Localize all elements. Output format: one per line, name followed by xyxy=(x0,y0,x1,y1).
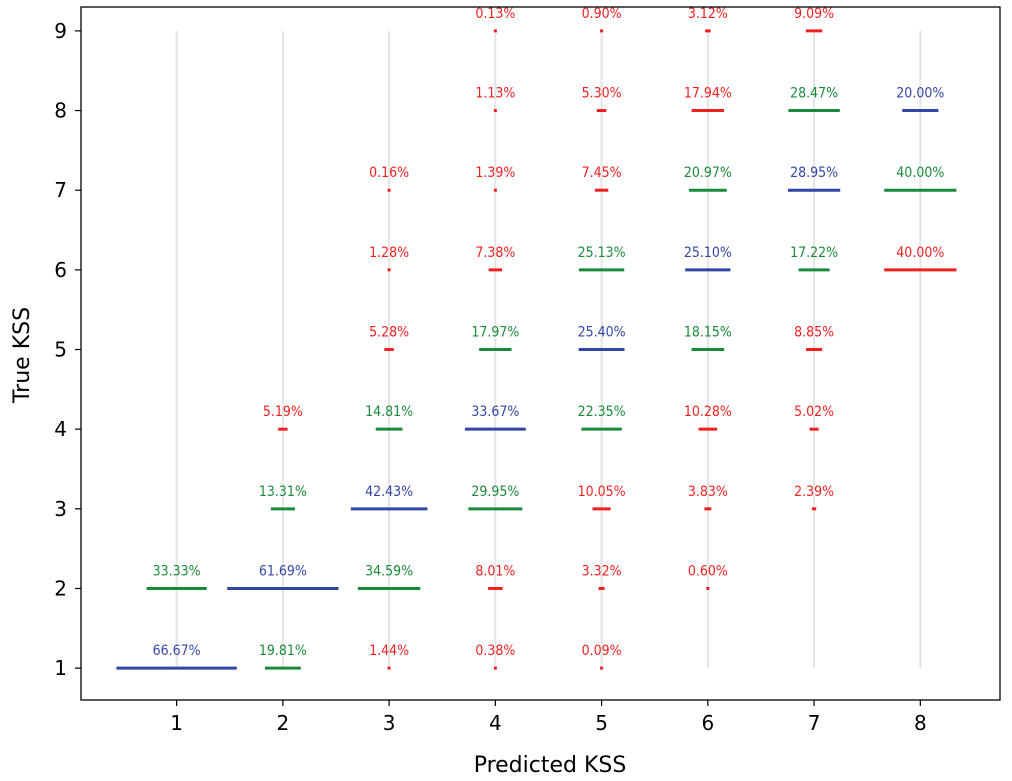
x-tick-label-8: 8 xyxy=(914,711,927,735)
y-axis-title: True KSS xyxy=(10,307,35,404)
plot-frame xyxy=(80,6,1001,701)
label-pred4-true8: 1.13% xyxy=(475,86,515,102)
label-pred4-true7: 1.39% xyxy=(475,165,515,181)
label-pred6-true5: 18.15% xyxy=(684,325,732,341)
label-pred7-true6: 17.22% xyxy=(790,245,838,261)
label-pred2-true3: 13.31% xyxy=(259,484,307,500)
bars xyxy=(116,29,957,670)
x-tick-label-7: 7 xyxy=(808,711,821,735)
label-pred3-true6: 1.28% xyxy=(369,245,409,261)
y-tick-label-4: 4 xyxy=(54,417,67,441)
label-pred6-true8: 17.94% xyxy=(684,86,732,102)
label-pred5-true4: 22.35% xyxy=(578,404,626,420)
label-pred1-true2: 33.33% xyxy=(153,563,201,579)
x-tick-label-3: 3 xyxy=(383,711,396,735)
label-pred8-true7: 40.00% xyxy=(896,165,944,181)
y-tick-label-2: 2 xyxy=(54,576,67,600)
y-tick-label-6: 6 xyxy=(54,258,67,282)
x-tick-label-6: 6 xyxy=(701,711,714,735)
y-tick-label-3: 3 xyxy=(54,497,67,521)
y-tick-label-7: 7 xyxy=(54,178,67,202)
label-pred6-true3: 3.83% xyxy=(688,484,728,500)
label-pred7-true4: 5.02% xyxy=(794,404,834,420)
x-tick-label-4: 4 xyxy=(489,711,502,735)
label-pred7-true7: 28.95% xyxy=(790,165,838,181)
x-axis: 1 2 3 4 5 6 7 8 xyxy=(170,700,927,735)
label-pred4-true6: 7.38% xyxy=(475,245,515,261)
label-pred8-true6: 40.00% xyxy=(896,245,944,261)
label-pred4-true4: 33.67% xyxy=(471,404,519,420)
label-pred4-true5: 17.97% xyxy=(471,325,519,341)
x-axis-title: Predicted KSS xyxy=(474,753,627,778)
y-tick-label-1: 1 xyxy=(54,656,67,680)
label-pred5-true5: 25.40% xyxy=(578,325,626,341)
label-pred4-true9: 0.13% xyxy=(475,6,515,22)
label-pred6-true2: 0.60% xyxy=(688,563,728,579)
label-pred4-true1: 0.38% xyxy=(475,643,515,659)
label-pred6-true9: 3.12% xyxy=(688,6,728,22)
label-pred7-true3: 2.39% xyxy=(794,484,834,500)
label-pred3-true7: 0.16% xyxy=(369,165,409,181)
label-pred1-true1: 66.67% xyxy=(153,643,201,659)
x-tick-label-5: 5 xyxy=(595,711,608,735)
label-pred7-true5: 8.85% xyxy=(794,325,834,341)
label-pred3-true3: 42.43% xyxy=(365,484,413,500)
label-pred5-true3: 10.05% xyxy=(578,484,626,500)
label-pred7-true9: 9.09% xyxy=(794,6,834,22)
label-pred5-true7: 7.45% xyxy=(582,165,622,181)
label-pred2-true1: 19.81% xyxy=(259,643,307,659)
label-pred2-true2: 61.69% xyxy=(259,563,307,579)
label-pred8-true8: 20.00% xyxy=(896,86,944,102)
label-pred4-true2: 8.01% xyxy=(475,563,515,579)
label-pred5-true9: 0.90% xyxy=(582,6,622,22)
y-tick-label-8: 8 xyxy=(54,99,67,123)
y-tick-label-9: 9 xyxy=(54,19,67,43)
x-tick-label-2: 2 xyxy=(276,711,289,735)
label-pred2-true4: 5.19% xyxy=(263,404,303,420)
y-tick-label-5: 5 xyxy=(54,338,67,362)
label-pred3-true4: 14.81% xyxy=(365,404,413,420)
label-pred4-true3: 29.95% xyxy=(471,484,519,500)
label-pred3-true1: 1.44% xyxy=(369,643,409,659)
label-pred5-true8: 5.30% xyxy=(582,86,622,102)
label-pred3-true2: 34.59% xyxy=(365,563,413,579)
label-pred5-true6: 25.13% xyxy=(578,245,626,261)
x-tick-label-1: 1 xyxy=(170,711,183,735)
label-pred5-true2: 3.32% xyxy=(582,563,622,579)
y-axis: 1 2 3 4 5 6 7 8 9 xyxy=(54,19,81,680)
label-pred6-true6: 25.10% xyxy=(684,245,732,261)
label-pred3-true5: 5.28% xyxy=(369,325,409,341)
label-pred5-true1: 0.09% xyxy=(582,643,622,659)
label-pred6-true7: 20.97% xyxy=(684,165,732,181)
label-pred7-true8: 28.47% xyxy=(790,86,838,102)
percent-labels: 66.67% 33.33% 19.81% 61.69% 13.31% 5.19% 1.44%… xyxy=(153,6,945,659)
label-pred6-true4: 10.28% xyxy=(684,404,732,420)
